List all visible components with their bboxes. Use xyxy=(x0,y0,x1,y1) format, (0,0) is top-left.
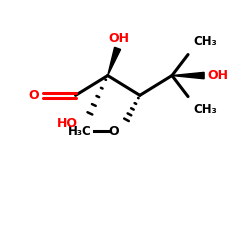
Text: CH₃: CH₃ xyxy=(193,103,217,116)
Text: OH: OH xyxy=(208,69,229,82)
Text: O: O xyxy=(108,125,119,138)
Polygon shape xyxy=(108,47,120,76)
Text: OH: OH xyxy=(108,32,129,45)
Text: HO: HO xyxy=(57,117,78,130)
Text: CH₃: CH₃ xyxy=(193,35,217,48)
Text: O: O xyxy=(28,89,39,102)
Polygon shape xyxy=(172,72,204,79)
Text: H₃C: H₃C xyxy=(68,125,92,138)
